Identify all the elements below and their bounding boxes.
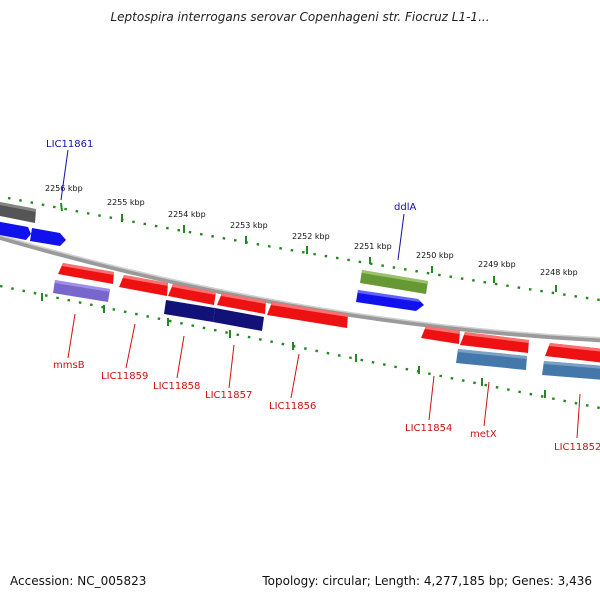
kbp-label: 2255 kbp <box>107 198 145 207</box>
genome-backbone-highlight <box>0 234 600 339</box>
gene-label-ddla[interactable]: ddlA <box>394 202 416 213</box>
gene-labels: LIC11861 ddlA mmsB LIC11859 LIC11858 LIC… <box>46 139 600 453</box>
gene-feature-lic11859[interactable] <box>119 275 168 296</box>
kbp-label: 2251 kbp <box>354 242 392 251</box>
gene-label-lic11854[interactable]: LIC11854 <box>405 423 452 434</box>
gene-feature-navy-1[interactable] <box>164 300 215 322</box>
major-tick <box>60 202 63 212</box>
kbp-label: 2250 kbp <box>416 251 454 260</box>
reverse-features <box>53 263 600 380</box>
gene-feature-blue-left[interactable] <box>0 221 31 240</box>
gene-feature-ddla-olive[interactable] <box>360 270 428 294</box>
kbp-labels: 2256 kbp 2255 kbp 2254 kbp 2253 kbp 2252… <box>45 184 578 277</box>
gene-feature-lic11861[interactable] <box>30 228 66 246</box>
gene-label-mmsb[interactable]: mmsB <box>53 360 85 371</box>
gene-feature-lic11858[interactable] <box>168 284 216 305</box>
accession-text: Accession: NC_005823 <box>10 574 147 588</box>
kbp-label: 2248 kbp <box>540 268 578 277</box>
kbp-label: 2252 kbp <box>292 232 330 241</box>
genome-summary-text: Topology: circular; Length: 4,277,185 bp… <box>262 574 592 588</box>
gene-feature-metx-red[interactable] <box>460 332 529 353</box>
gene-feature-lic11859-left[interactable] <box>58 263 114 284</box>
genome-title: Leptospira interrogans serovar Copenhage… <box>110 10 490 24</box>
gene-label-lic11858[interactable]: LIC11858 <box>153 381 200 392</box>
gene-label-lic11861[interactable]: LIC11861 <box>46 139 93 150</box>
kbp-label: 2254 kbp <box>168 210 206 219</box>
gene-feature-gray[interactable] <box>0 201 36 223</box>
outer-tick-ring <box>7 196 600 302</box>
kbp-label: 2249 kbp <box>478 260 516 269</box>
gene-feature-mmsb[interactable] <box>53 280 110 302</box>
gene-feature-navy-2[interactable] <box>213 308 264 331</box>
inner-tick-ring <box>0 284 600 410</box>
gene-label-lic11856[interactable]: LIC11856 <box>269 401 316 412</box>
gene-label-metx[interactable]: metX <box>470 429 497 440</box>
kbp-label: 2253 kbp <box>230 221 268 230</box>
gene-feature-ddla[interactable] <box>356 290 424 311</box>
gene-label-lic11859[interactable]: LIC11859 <box>101 371 148 382</box>
kbp-label: 2256 kbp <box>45 184 83 193</box>
forward-features <box>0 201 428 311</box>
gene-label-lic11857[interactable]: LIC11857 <box>205 390 252 401</box>
gene-feature-lic11857[interactable] <box>217 293 266 314</box>
gene-feature-lic11856[interactable] <box>267 302 348 328</box>
gene-label-lic11852[interactable]: LIC11852 <box>554 442 600 453</box>
label-leaders <box>60 149 581 439</box>
